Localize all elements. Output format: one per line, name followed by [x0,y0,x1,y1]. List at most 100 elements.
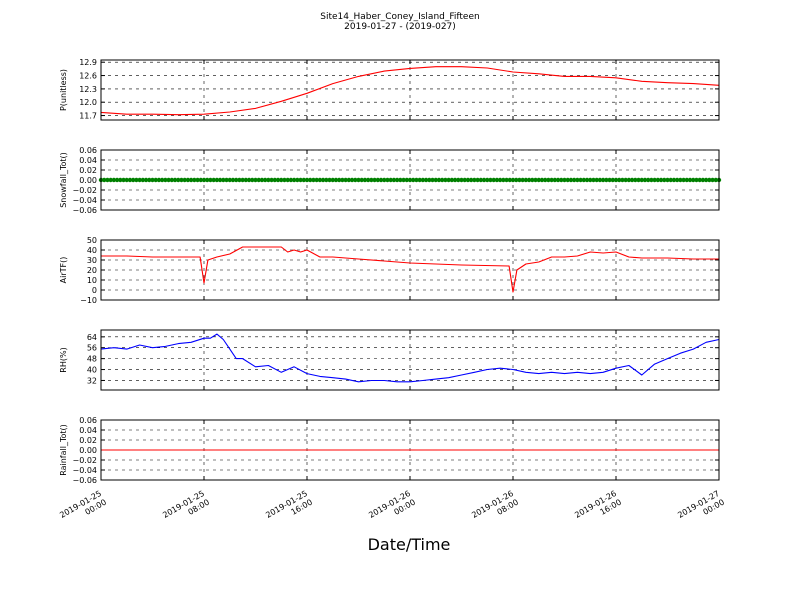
series-snowfall-marker [353,177,358,183]
series-snowfall-marker [681,177,686,183]
y-tick-label: 40 [87,366,97,375]
series-snowfall-marker [411,177,416,183]
series-snowfall-marker [562,177,567,183]
series-snowfall-marker [713,177,718,183]
series-snowfall-marker [108,177,113,183]
series-snowfall-marker [449,177,455,183]
panel-frame [100,329,720,391]
series-snowfall-marker [501,177,506,183]
y-tick-label: 0.00 [79,446,97,455]
series-snowfall-marker [507,177,512,183]
series-snowfall-marker [198,177,203,183]
series-snowfall-marker [140,177,146,183]
series-snowfall-marker [159,177,165,183]
y-axis-label-rainfall: Rainfall_Tot() [59,424,68,476]
series-snowfall-marker [697,177,702,183]
series-snowfall-marker [134,177,139,183]
series-snowfall-marker [317,177,323,183]
series-snowfall-marker [407,177,413,183]
series-snowfall-marker [649,177,654,183]
y-tick-label: 50 [87,236,97,245]
y-tick-label: 10 [87,276,97,285]
series-snowfall-marker [491,177,496,183]
y-tick-label: 0.02 [79,166,97,175]
series-snowfall-marker [678,177,683,183]
series-snowfall-marker [707,177,712,183]
series-snowfall-marker [250,177,255,183]
series-snowfall-marker [195,177,200,183]
series-snowfall-marker [169,177,175,183]
series-snowfall-marker [147,177,152,183]
series-snowfall-marker [436,177,442,183]
series-snowfall-marker [285,177,290,183]
series-snowfall-marker [163,177,168,183]
y-tick-label: 12.3 [79,85,97,94]
y-tick-label: 12.0 [79,98,97,107]
y-tick-label: 56 [87,344,97,353]
series-snowfall-marker [272,177,278,183]
series-snowfall-marker [205,177,210,183]
series-snowfall-marker [478,177,484,183]
series-snowfall-marker [356,177,361,183]
panels-group: 11.712.012.312.612.9P(unitless)−0.06−0.0… [59,58,722,485]
series-snowfall-marker [295,177,300,183]
series-snowfall-marker [359,177,364,183]
series-snowfall-marker [369,177,374,183]
series-snowfall-marker [578,177,583,183]
series-snowfall-marker [105,177,110,183]
panel-pressure: 11.7 12.0 12.3 12.6 12.9 P(unitless) [59,58,720,121]
series-snowfall-marker [237,177,242,183]
series-snowfall-marker [584,177,590,183]
series-snowfall-marker [182,177,187,183]
series-snowfall-marker [279,177,284,183]
series-snowfall-marker [542,177,548,183]
series-snowfall-marker [588,177,593,183]
series-snowfall-marker [208,177,213,183]
y-tick-label: −0.06 [72,476,97,485]
series-snowfall-marker [102,177,107,183]
series-snowfall-marker [388,177,393,183]
series-snowfall-marker [188,177,194,183]
series-snowfall-marker [468,177,474,183]
y-tick-label: 40 [87,246,97,255]
series-pressure-line [100,66,720,116]
series-snowfall-marker [240,177,245,183]
series-snowfall-marker [475,177,480,183]
series-air-temp-line [101,246,719,293]
series-snowfall-marker [607,177,612,183]
series-snowfall-marker [594,177,599,183]
series-snowfall-marker [684,177,690,183]
series-snowfall-marker [282,177,287,183]
y-tick-label: 11.7 [79,112,97,121]
series-snowfall-marker [382,177,387,183]
series-snowfall-marker [143,177,149,183]
series-snowfall-marker [710,177,715,183]
y-tick-label: −0.04 [72,196,97,205]
y-axis-label-rel-humidity: RH(%) [59,347,68,372]
series-snowfall-marker [372,177,377,183]
series-snowfall-marker [378,177,384,183]
series-snowfall-marker [517,177,522,183]
series-snowfall-marker [246,177,252,183]
series-snowfall-marker [559,177,564,183]
series-snowfall-marker [256,177,261,183]
series-snowfall-marker [452,177,458,183]
series-snowfall-marker [230,177,236,183]
series-snowfall-marker [520,177,525,183]
y-tick-label: 12.9 [79,58,97,67]
series-snowfall-marker [346,177,352,183]
series-snowfall-marker [446,177,451,183]
series-snowfall-marker [423,177,429,183]
series-snowfall-marker [224,177,229,183]
series-snowfall-marker [217,177,223,183]
series-snowfall-marker [414,177,419,183]
series-snowfall-marker [462,177,467,183]
series-snowfall-marker [269,177,274,183]
series-snowfall-marker [668,177,673,183]
series-snowfall-marker [118,177,123,183]
y-tick-label: −0.04 [72,466,97,475]
